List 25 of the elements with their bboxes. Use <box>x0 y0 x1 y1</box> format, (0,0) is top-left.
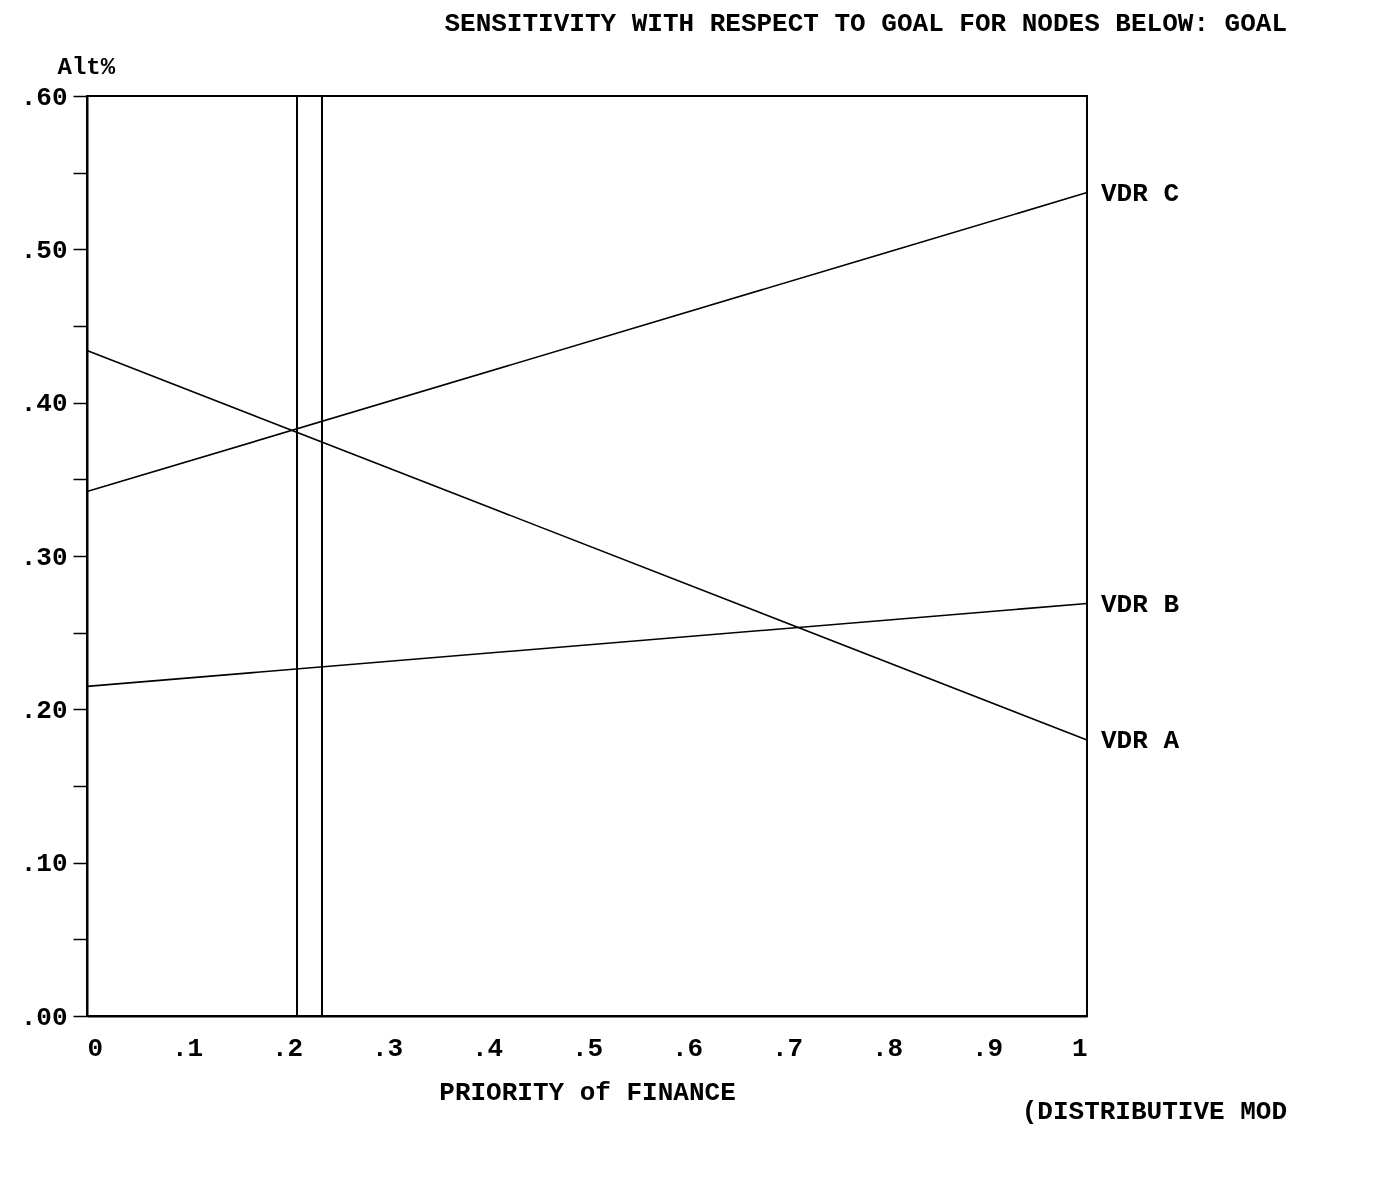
series-label: VDR A <box>1101 726 1180 756</box>
x-tick-label: 0 <box>87 1033 104 1064</box>
x-tick-label: .3 <box>371 1033 404 1064</box>
x-tick-label: .1 <box>171 1033 204 1064</box>
x-tick-label: .5 <box>571 1033 604 1064</box>
x-tick-label: .6 <box>671 1033 704 1064</box>
y-tick-label: .40 <box>20 389 68 420</box>
x-tick-label: .2 <box>271 1033 304 1064</box>
y-tick-label: .30 <box>20 542 68 573</box>
y-tick-label: .60 <box>20 82 68 113</box>
x-axis-title: PRIORITY of FINANCE <box>439 1077 736 1108</box>
series-label: VDR B <box>1101 589 1180 620</box>
x-tick-label: .4 <box>471 1033 504 1064</box>
x-tick-label: .8 <box>871 1033 904 1064</box>
chart-title: SENSITIVITY WITH RESPECT TO GOAL FOR NODES BELOW: GOAL <box>444 9 1287 39</box>
text: (DISTRIBUTIVE MOD <box>1021 1097 1287 1127</box>
y-tick-label: .20 <box>20 695 68 726</box>
y-tick-label: .10 <box>20 849 68 880</box>
series-label: VDR C <box>1101 178 1180 209</box>
x-tick-label: .9 <box>971 1033 1004 1064</box>
x-tick-label: .7 <box>771 1033 804 1064</box>
y-tick-label: .00 <box>20 1002 68 1033</box>
y-axis-title: Alt% <box>57 53 116 81</box>
y-tick-label: .50 <box>20 235 68 266</box>
x-tick-label: 1 <box>1071 1033 1088 1064</box>
